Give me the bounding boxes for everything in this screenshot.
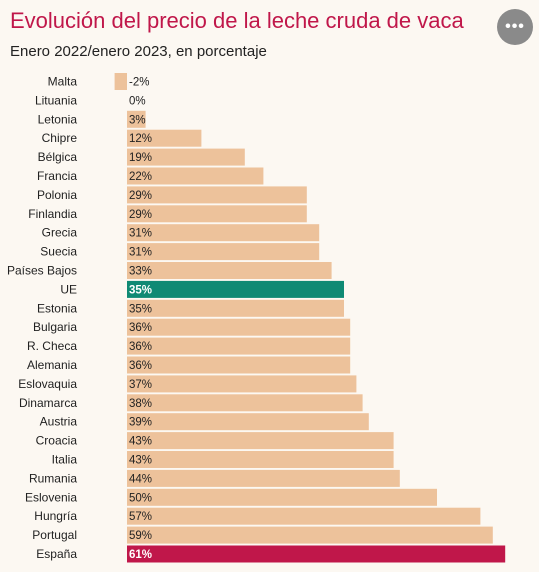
more-options-button[interactable]: •••: [497, 9, 533, 45]
category-label-bulgaria: Bulgaria: [33, 320, 77, 334]
bar-letonia: [127, 110, 146, 128]
value-label-alemania: 36%: [129, 360, 152, 372]
category-label-belgica: Bélgica: [38, 150, 78, 164]
value-label-polonia: 29%: [129, 190, 152, 202]
category-label-rumania: Rumania: [29, 471, 77, 485]
bar-polonia: [127, 186, 307, 204]
category-label-ue: UE: [60, 282, 77, 296]
category-label-espana: España: [36, 547, 77, 561]
value-label-rumania: 44%: [129, 473, 152, 485]
category-label-malta: Malta: [48, 75, 78, 89]
bar-grecia: [127, 224, 320, 242]
value-label-letonia: 3%: [129, 114, 146, 126]
value-label-dinamarca: 38%: [129, 398, 152, 410]
bar-portugal: [127, 526, 493, 544]
bar-austria: [127, 413, 369, 431]
bar-espana: [127, 545, 506, 563]
bar-malta: [114, 73, 127, 90]
value-label-eslovenia: 50%: [129, 492, 152, 504]
value-label-suecia: 31%: [129, 247, 152, 259]
category-label-suecia: Suecia: [40, 245, 77, 259]
value-label-italia: 43%: [129, 455, 152, 467]
value-label-hungria: 57%: [129, 511, 152, 523]
category-label-alemania: Alemania: [27, 358, 77, 372]
category-label-polonia: Polonia: [37, 188, 77, 202]
bar-finlandia: [127, 205, 307, 223]
value-label-chipre: 12%: [129, 133, 152, 145]
bar-belgica: [127, 148, 245, 166]
category-label-paises-bajos: Países Bajos: [7, 264, 77, 278]
category-label-francia: Francia: [37, 169, 77, 183]
category-label-letonia: Letonia: [38, 112, 78, 126]
category-label-croacia: Croacia: [36, 434, 78, 448]
category-label-grecia: Grecia: [42, 226, 78, 240]
value-label-estonia: 35%: [129, 303, 152, 315]
value-label-eslovaquia: 37%: [129, 379, 152, 391]
value-label-belgica: 19%: [129, 152, 152, 164]
category-label-lituania: Lituania: [35, 93, 77, 107]
category-label-hungria: Hungría: [34, 509, 77, 523]
value-label-lituania: 0%: [129, 95, 146, 107]
bar-eslovenia: [127, 488, 437, 506]
category-label-eslovaquia: Eslovaquia: [18, 377, 77, 391]
value-label-ue: 35%: [129, 284, 152, 296]
category-label-eslovenia: Eslovenia: [25, 490, 77, 504]
bar-croacia: [127, 432, 394, 450]
category-label-r-checa: R. Checa: [27, 339, 77, 353]
category-label-chipre: Chipre: [42, 131, 78, 145]
value-label-malta: -2%: [129, 77, 149, 89]
bar-alemania: [127, 356, 351, 374]
category-label-estonia: Estonia: [37, 301, 77, 315]
value-label-r-checa: 36%: [129, 341, 152, 353]
value-label-portugal: 59%: [129, 530, 152, 542]
value-label-espana: 61%: [129, 549, 152, 561]
value-label-francia: 22%: [129, 171, 152, 183]
bar-ue: [127, 280, 344, 298]
bar-hungria: [127, 507, 481, 525]
bar-rumania: [127, 469, 400, 487]
chart-subtitle: Enero 2022/enero 2023, en porcentaje: [10, 43, 267, 60]
bar-suecia: [127, 243, 320, 261]
bar-estonia: [127, 299, 344, 317]
category-label-portugal: Portugal: [32, 528, 77, 542]
value-label-croacia: 43%: [129, 436, 152, 448]
category-label-austria: Austria: [40, 415, 78, 429]
value-label-bulgaria: 36%: [129, 322, 152, 334]
bar-italia: [127, 451, 394, 468]
bar-chipre: [127, 129, 202, 147]
category-label-finlandia: Finlandia: [28, 207, 77, 221]
value-label-finlandia: 29%: [129, 209, 152, 221]
category-label-dinamarca: Dinamarca: [19, 396, 77, 410]
bar-dinamarca: [127, 394, 363, 412]
bar-eslovaquia: [127, 375, 357, 393]
value-label-austria: 39%: [129, 417, 152, 429]
bar-bulgaria: [127, 318, 351, 336]
category-label-italia: Italia: [52, 453, 78, 467]
chart-title: Evolución del precio de la leche cruda d…: [10, 8, 464, 33]
bar-francia: [127, 167, 264, 185]
value-label-paises-bajos: 33%: [129, 266, 152, 278]
bar-r-checa: [127, 337, 351, 355]
value-label-grecia: 31%: [129, 228, 152, 240]
bar-paises-bajos: [127, 262, 332, 279]
